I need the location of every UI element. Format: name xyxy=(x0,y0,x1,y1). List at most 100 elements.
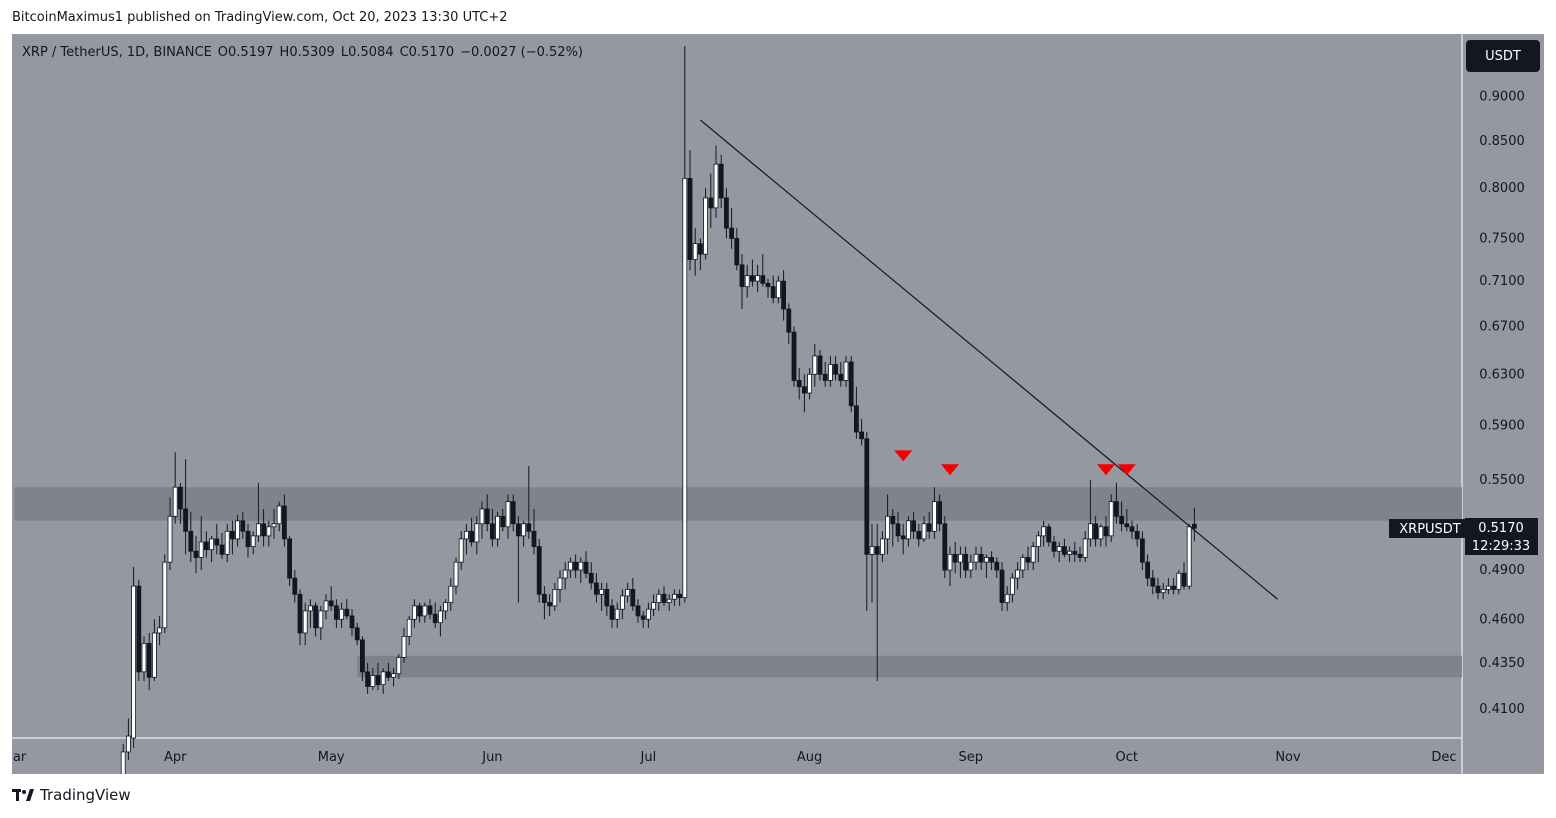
candle-body xyxy=(214,538,220,546)
candle-body xyxy=(848,361,854,407)
candle-body xyxy=(724,197,729,229)
chart-frame[interactable]: 0.9000 0.8500 0.8000 0.7500 0.7100 0.6700 0.63… xyxy=(12,34,1544,774)
candle-body xyxy=(1150,577,1156,587)
candle-body xyxy=(999,569,1005,603)
candle-body xyxy=(188,530,194,552)
candle-body xyxy=(755,275,760,282)
y-tick-label: 0.6300 xyxy=(1479,367,1525,382)
candle-body xyxy=(1103,526,1109,537)
candle-body xyxy=(630,588,636,607)
candle-body xyxy=(776,280,781,299)
footer-brand[interactable]: TradingView xyxy=(12,786,131,804)
candle-body xyxy=(744,275,750,288)
candle-body xyxy=(1088,523,1093,540)
candle-body xyxy=(880,538,885,555)
candle-body xyxy=(677,593,682,598)
candle-body xyxy=(614,608,620,620)
candle-body xyxy=(900,535,906,540)
candle-body xyxy=(526,523,532,532)
candle-body xyxy=(542,593,547,603)
candle-body xyxy=(209,538,215,551)
candle-body xyxy=(1041,526,1046,537)
candle-body xyxy=(375,675,381,686)
candle-body xyxy=(625,588,630,597)
candle-body xyxy=(1186,526,1192,587)
candle-body xyxy=(484,508,490,525)
candle-body xyxy=(453,561,459,587)
candle-body xyxy=(822,373,828,381)
candle-body xyxy=(380,671,386,686)
candle-body xyxy=(573,561,578,571)
candle-body xyxy=(1114,501,1119,517)
candle-body xyxy=(885,515,890,540)
candle-body xyxy=(131,585,136,739)
candle-body xyxy=(812,355,818,375)
legend-symbol: XRP / TetherUS, 1D, BINANCE xyxy=(22,45,212,60)
y-tick-label: 0.7100 xyxy=(1479,274,1525,289)
candle-body xyxy=(973,553,979,563)
candle-body xyxy=(906,520,911,540)
candle-body xyxy=(432,613,438,624)
candle-body xyxy=(1020,557,1026,571)
candle-body xyxy=(365,671,371,687)
candle-body xyxy=(401,636,407,658)
y-tick-label: 0.5900 xyxy=(1479,418,1525,433)
candle-body xyxy=(1025,557,1031,563)
candle-body xyxy=(1140,538,1145,563)
candle-body xyxy=(489,523,495,540)
candle-body xyxy=(245,530,251,547)
candle-body xyxy=(396,657,402,675)
candle-body xyxy=(1176,572,1182,590)
y-tick-label: 0.5500 xyxy=(1479,473,1525,488)
candle-body xyxy=(937,501,942,525)
candle-body xyxy=(1124,523,1130,528)
price-tag-background xyxy=(1389,519,1471,538)
candle-body xyxy=(760,275,766,284)
legend-open: 0.5197 xyxy=(228,45,274,60)
candle-body xyxy=(963,553,968,571)
candle-body xyxy=(235,520,241,540)
candle-body xyxy=(250,535,256,547)
x-tick-label: Jun xyxy=(481,750,502,765)
candle-body xyxy=(713,163,719,209)
candle-body xyxy=(463,530,469,540)
candle-body xyxy=(874,546,880,555)
candle-body xyxy=(599,588,604,595)
y-tick-label: 0.7500 xyxy=(1479,231,1525,246)
candle-body xyxy=(354,627,360,641)
candle-body xyxy=(1030,546,1036,563)
legend-high-label: H xyxy=(279,45,290,60)
x-tick-label: Sep xyxy=(959,750,984,765)
candle-body xyxy=(1108,501,1114,537)
candle-body xyxy=(344,608,350,617)
currency-button[interactable]: USDT xyxy=(1466,40,1540,72)
candle-body xyxy=(474,523,480,543)
candle-body xyxy=(588,572,594,584)
candle-body xyxy=(521,523,527,537)
candle-body xyxy=(864,438,870,555)
candle-body xyxy=(666,598,672,603)
candle-body xyxy=(1067,550,1072,555)
candle-body xyxy=(287,538,293,579)
candle-body xyxy=(313,605,319,629)
candle-body xyxy=(151,632,157,678)
candle-body xyxy=(1166,585,1171,590)
candle-body xyxy=(515,523,521,537)
candle-body xyxy=(958,553,963,563)
candle-body xyxy=(552,588,558,607)
price-tag-countdown: 12:29:33 xyxy=(1472,539,1530,554)
candle-body xyxy=(146,642,152,678)
candle-body xyxy=(136,585,142,673)
candle-body xyxy=(1062,546,1067,555)
x-tick-label: Jul xyxy=(640,750,657,765)
candle-body xyxy=(994,561,1000,571)
y-tick-label: 0.4100 xyxy=(1479,702,1525,717)
candle-body xyxy=(333,605,339,620)
legend-change: −0.0027 (−0.52%) xyxy=(460,45,583,60)
candle-body xyxy=(240,520,246,532)
chart-canvas[interactable]: 0.9000 0.8500 0.8000 0.7500 0.7100 0.6700 0.63… xyxy=(12,34,1544,774)
candle-body xyxy=(578,561,584,571)
candle-body xyxy=(198,541,204,558)
candle-body xyxy=(500,515,506,528)
candle-body xyxy=(833,364,838,375)
